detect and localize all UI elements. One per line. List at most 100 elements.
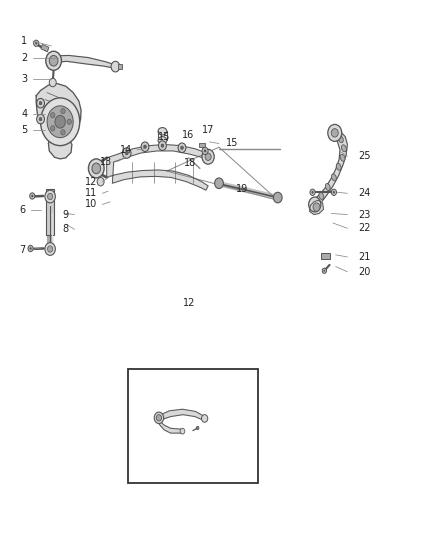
Circle shape xyxy=(35,42,37,45)
Polygon shape xyxy=(159,421,183,433)
Text: 19: 19 xyxy=(237,183,249,193)
Circle shape xyxy=(161,144,164,147)
Text: 10: 10 xyxy=(85,199,97,209)
Text: 14: 14 xyxy=(120,145,132,155)
Circle shape xyxy=(331,128,338,137)
Polygon shape xyxy=(36,84,81,159)
Circle shape xyxy=(204,149,206,152)
Circle shape xyxy=(49,78,56,87)
Circle shape xyxy=(159,141,166,150)
Circle shape xyxy=(50,126,55,131)
Circle shape xyxy=(47,193,53,200)
Ellipse shape xyxy=(332,174,336,181)
Ellipse shape xyxy=(336,163,341,171)
Circle shape xyxy=(201,415,208,422)
Text: 3: 3 xyxy=(21,74,28,84)
Circle shape xyxy=(197,427,198,429)
Circle shape xyxy=(310,189,315,196)
Circle shape xyxy=(331,189,336,196)
Circle shape xyxy=(215,178,223,189)
Circle shape xyxy=(47,106,73,138)
Text: 2: 2 xyxy=(21,53,28,63)
Circle shape xyxy=(97,177,104,186)
Circle shape xyxy=(125,151,128,155)
Circle shape xyxy=(50,112,55,118)
Bar xyxy=(41,44,49,52)
Circle shape xyxy=(88,159,104,178)
Text: 15: 15 xyxy=(226,139,238,149)
Circle shape xyxy=(273,192,282,203)
Polygon shape xyxy=(159,409,205,421)
Circle shape xyxy=(156,415,162,421)
Circle shape xyxy=(49,55,58,66)
Circle shape xyxy=(141,142,149,151)
Text: 12: 12 xyxy=(85,176,97,187)
Circle shape xyxy=(122,148,131,158)
Circle shape xyxy=(309,197,321,212)
Circle shape xyxy=(322,268,326,273)
Text: 9: 9 xyxy=(63,209,69,220)
Circle shape xyxy=(45,190,55,203)
Bar xyxy=(117,64,122,69)
Text: 7: 7 xyxy=(19,245,25,255)
Polygon shape xyxy=(312,130,347,206)
Ellipse shape xyxy=(158,127,167,135)
Text: 5: 5 xyxy=(21,125,28,135)
Circle shape xyxy=(39,117,42,121)
Circle shape xyxy=(202,149,214,164)
Circle shape xyxy=(180,429,185,434)
Circle shape xyxy=(30,193,35,199)
Bar xyxy=(198,143,205,148)
Circle shape xyxy=(178,143,186,152)
Circle shape xyxy=(311,191,314,193)
Text: 20: 20 xyxy=(358,267,371,277)
Circle shape xyxy=(205,153,211,160)
Circle shape xyxy=(154,412,164,424)
Circle shape xyxy=(61,109,65,114)
Text: 16: 16 xyxy=(182,130,194,140)
Text: 1: 1 xyxy=(21,36,28,46)
Text: 21: 21 xyxy=(358,252,371,262)
Circle shape xyxy=(46,51,61,70)
Circle shape xyxy=(328,124,342,141)
Text: 22: 22 xyxy=(358,223,371,233)
Polygon shape xyxy=(47,55,116,68)
Ellipse shape xyxy=(158,136,167,144)
Text: 24: 24 xyxy=(358,188,371,198)
Text: 18: 18 xyxy=(184,158,196,168)
Ellipse shape xyxy=(339,136,343,143)
Circle shape xyxy=(333,191,335,193)
Circle shape xyxy=(55,115,65,128)
Bar xyxy=(321,253,330,259)
Circle shape xyxy=(111,61,120,72)
Circle shape xyxy=(180,146,184,149)
Circle shape xyxy=(28,245,33,252)
Text: 12: 12 xyxy=(183,297,196,308)
Polygon shape xyxy=(107,144,208,190)
Circle shape xyxy=(144,145,146,148)
Text: 17: 17 xyxy=(201,125,214,135)
Circle shape xyxy=(196,426,199,430)
Ellipse shape xyxy=(340,155,345,161)
Circle shape xyxy=(67,119,71,124)
Circle shape xyxy=(41,98,80,146)
Text: 8: 8 xyxy=(63,224,69,235)
Circle shape xyxy=(39,101,42,105)
Circle shape xyxy=(323,270,325,272)
Circle shape xyxy=(31,195,33,197)
Text: 25: 25 xyxy=(358,151,371,161)
Circle shape xyxy=(34,40,39,46)
Circle shape xyxy=(29,247,32,250)
Ellipse shape xyxy=(325,183,330,190)
Text: 11: 11 xyxy=(85,188,97,198)
Text: 15: 15 xyxy=(158,132,170,142)
Circle shape xyxy=(313,203,320,212)
Circle shape xyxy=(47,246,53,252)
Circle shape xyxy=(37,99,45,108)
Polygon shape xyxy=(310,200,323,215)
Text: 13: 13 xyxy=(100,157,113,166)
Ellipse shape xyxy=(319,192,324,199)
Bar xyxy=(46,189,54,235)
Text: 23: 23 xyxy=(358,209,371,220)
Circle shape xyxy=(92,163,101,174)
